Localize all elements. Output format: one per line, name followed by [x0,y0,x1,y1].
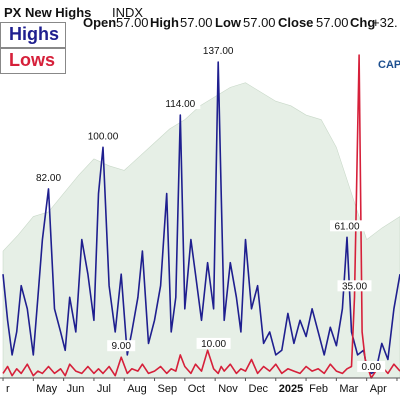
data-label-3: 137.00 [198,45,239,57]
data-label-0: 82.00 [31,171,66,184]
x-tick-label: Mar [339,383,358,395]
x-tick-label: Oct [188,383,205,395]
watermark-logo: CAPI [378,59,400,71]
x-tick-label: Dec [249,383,269,395]
data-label-1: 100.00 [83,130,123,142]
high-label: High [150,15,179,30]
x-tick-label: Apr [370,383,387,395]
data-label-bg [107,340,136,352]
legend-highs-label: Highs [9,24,60,44]
data-label-bg [330,220,364,232]
data-label-text: 61.00 [334,221,359,232]
chg-value: +32. [372,15,398,30]
series-line-lows [2,54,400,379]
data-label-bg [160,98,201,109]
series-line-highs [2,61,400,375]
data-label-text: 100.00 [88,131,119,142]
data-label-6: 10.00 [196,337,231,350]
data-label-5: 9.00 [107,340,136,352]
data-label-bg [337,280,372,292]
data-label-7: 35.00 [337,280,372,292]
x-axis: rMayJunJulAugSepOctNovDec2025FebMarAprMa… [0,377,400,395]
open-label: Open [83,15,116,30]
data-label-text: 10.00 [201,339,226,350]
data-label-text: 9.00 [111,341,131,352]
x-tick-label: 2025 [279,383,303,395]
data-label-text: 114.00 [165,99,195,110]
x-tick-label: May [36,383,57,395]
data-label-bg [196,337,231,349]
x-tick-label: Jun [67,383,85,395]
legend-lows: Lows [0,48,66,74]
chart-symbol-title: PX New Highs [4,5,91,20]
x-tick-label: r [6,383,10,395]
plot-area [2,54,400,379]
data-label-bg [83,130,123,142]
x-tick-label: Nov [218,383,238,395]
chg-label: Chg [350,15,375,30]
x-tick-label: Aug [127,383,147,395]
low-value: 57.00 [243,15,276,30]
data-label-2: 114.00 [160,98,201,110]
data-label-4: 61.00 [330,220,364,232]
open-value: 57.00 [116,15,149,30]
data-label-bg [31,171,66,183]
legend-highs: Highs [0,22,66,48]
chart-exchange: INDX [112,5,143,20]
data-label-bg [357,361,386,372]
data-label-text: 82.00 [36,173,61,184]
data-label-layer: 82.00 100.00 114.00 137.00 61.00 9.00 10.00 35.… [31,45,386,373]
data-label-text: 137.00 [203,46,234,57]
data-label-bg [198,45,239,56]
x-tick-label: Jul [97,383,111,395]
high-value: 57.00 [180,15,213,30]
close-value: 57.00 [316,15,349,30]
close-label: Close [278,15,313,30]
legend-lows-label: Lows [9,50,56,70]
x-tick-label: Sep [158,383,178,395]
data-label-8: 0.00 [357,361,386,373]
low-label: Low [215,15,242,30]
x-tick-label: Feb [309,383,328,395]
background-area [2,82,400,379]
data-label-text: 35.00 [342,281,367,292]
data-label-text: 0.00 [361,362,381,373]
